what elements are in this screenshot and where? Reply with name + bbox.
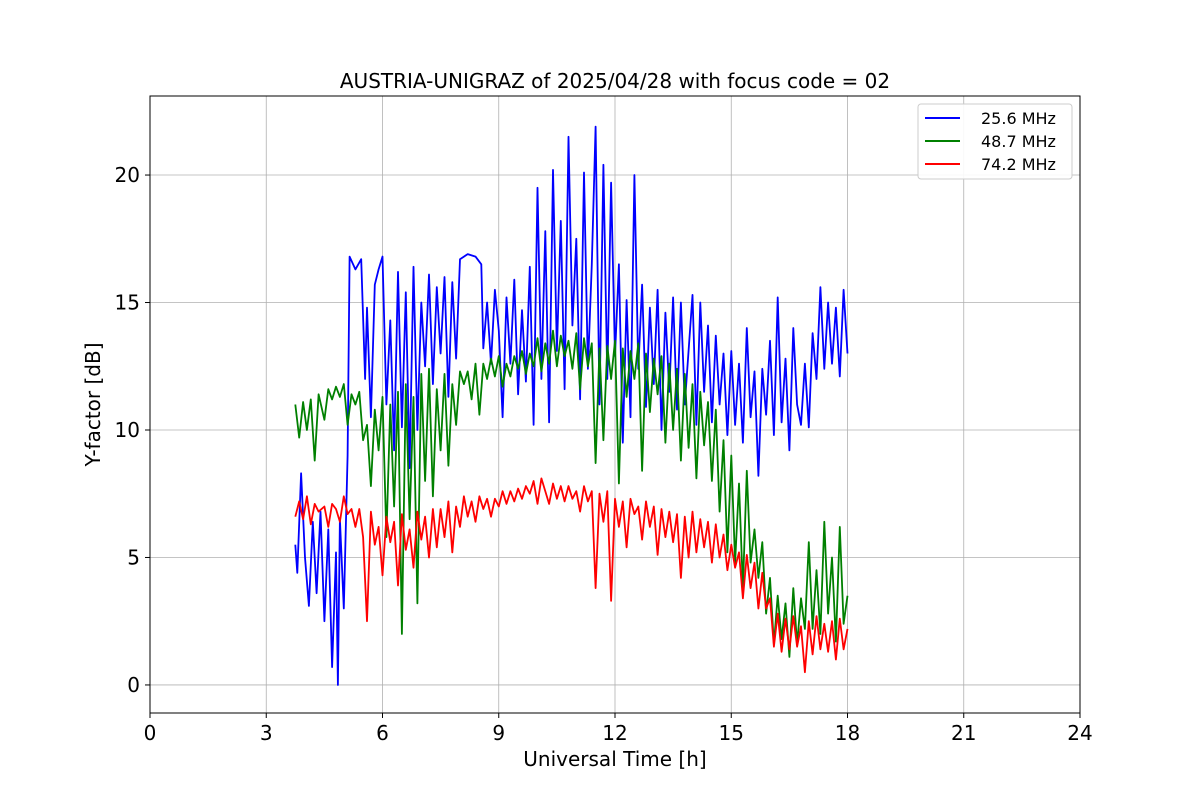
x-tick-label: 0 [144,721,157,745]
series-group [294,125,849,686]
x-tick-label: 3 [260,721,273,745]
legend-label-3: 74.2 MHz [981,155,1056,174]
series-line-1 [294,125,849,686]
legend: 25.6 MHz 48.7 MHz 74.2 MHz [917,103,1073,180]
x-tick-label: 21 [951,721,976,745]
y-tick-label: 0 [127,673,140,697]
y-axis-label: Y-factor [dB] [81,342,105,467]
y-tick-label: 20 [115,163,140,187]
y-tick-label: 10 [115,418,140,442]
y-tick-label: 15 [115,291,140,315]
y-tick-label: 5 [127,545,140,569]
legend-label-2: 48.7 MHz [981,132,1056,151]
chart-title: AUSTRIA-UNIGRAZ of 2025/04/28 with focus… [340,69,890,93]
ticks: 0 3 6 9 12 15 18 21 24 0 5 10 15 20 [115,163,1093,745]
x-tick-label: 6 [376,721,389,745]
x-tick-label: 9 [492,721,505,745]
x-tick-label: 18 [835,721,860,745]
x-tick-label: 24 [1067,721,1092,745]
series-line-2 [294,329,849,658]
x-tick-label: 15 [719,721,744,745]
x-axis-label: Universal Time [h] [523,747,706,771]
series-line-3 [294,477,849,674]
legend-label-1: 25.6 MHz [981,109,1056,128]
x-tick-label: 12 [602,721,627,745]
legend-box [917,103,1073,180]
